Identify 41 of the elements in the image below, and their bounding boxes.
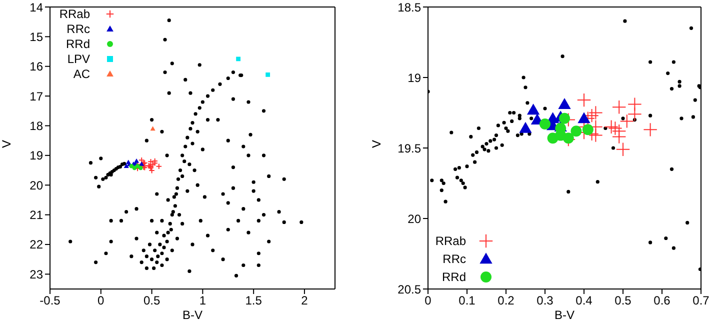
legend-label: RRd (440, 270, 466, 284)
x-tick-label: 0.1 (458, 294, 476, 308)
x-tick-label: 1 (199, 294, 206, 308)
legend-label: AC (72, 66, 90, 80)
y-tick-label: 22 (30, 238, 44, 252)
y-tick-label: 20 (408, 212, 422, 226)
y-tick-label: 19 (30, 148, 44, 163)
x-tick-label: 0.5 (614, 294, 632, 308)
y-tick-label: 17 (30, 89, 44, 104)
y-tick-label: 15 (30, 30, 44, 44)
y-axis-title: V (0, 140, 14, 148)
y-tick-label: 14 (30, 0, 44, 14)
y-tick-label: 18 (30, 118, 44, 133)
y-tick-label: 20 (30, 178, 44, 192)
y-tick-label: 16 (30, 60, 44, 74)
x-tick-label: 1.5 (245, 294, 262, 308)
x-axis-title: B-V (554, 308, 575, 322)
y-tick-label: 21 (30, 208, 44, 222)
y-axis-title: V (369, 140, 384, 148)
legend-label: RRc (66, 22, 90, 36)
legend-label: RRab (434, 234, 466, 248)
legend-label: RRd (64, 36, 90, 50)
x-tick-label: -0.5 (40, 294, 61, 308)
y-tick-label: 20.5 (398, 282, 422, 296)
x-axis-title: B-V (182, 308, 203, 322)
y-tick-label: 19.5 (398, 141, 422, 156)
x-tick-label: 2 (301, 294, 308, 308)
legend-label: RRc (442, 252, 466, 266)
legend-label: LPV (66, 52, 90, 66)
x-tick-label: 0.3 (536, 294, 554, 308)
x-tick-label: 0 (424, 294, 432, 308)
x-tick-label: 0.2 (498, 294, 515, 308)
x-tick-label: 0 (98, 294, 105, 308)
y-tick-label: 18.5 (398, 0, 422, 14)
x-tick-label: 0.7 (692, 294, 710, 308)
y-tick-label: 23 (30, 267, 44, 282)
x-tick-label: 0.4 (576, 294, 593, 308)
x-tick-label: 0.6 (654, 294, 671, 308)
x-tick-label: 0.5 (143, 294, 160, 308)
y-tick-label: 19 (408, 70, 422, 85)
legend-label: RRab (58, 6, 90, 20)
